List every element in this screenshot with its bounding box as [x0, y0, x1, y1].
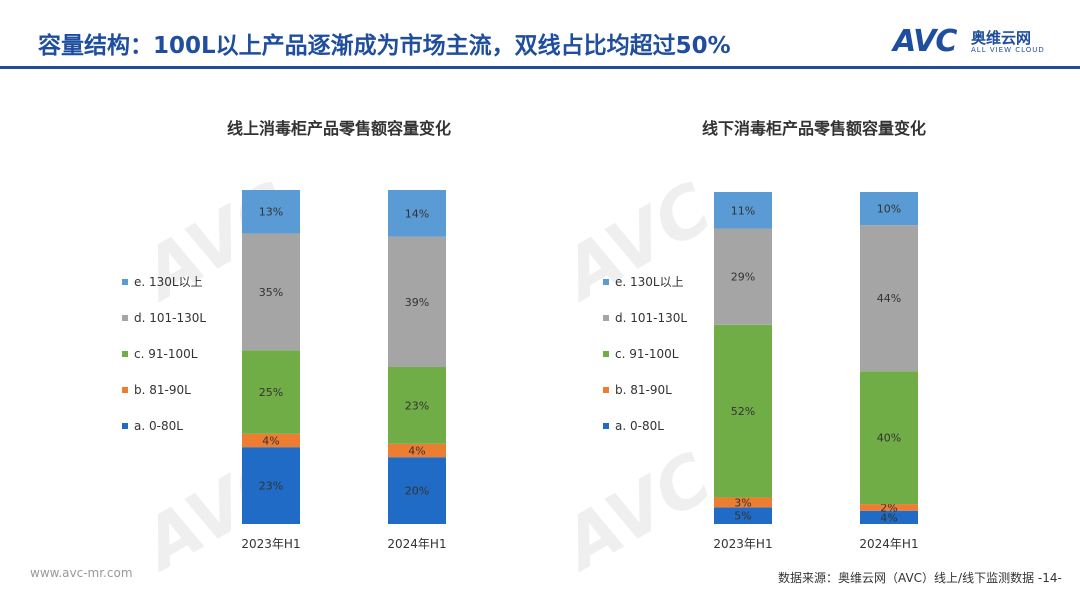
data-label: 13%	[259, 206, 283, 219]
data-label: 52%	[731, 405, 755, 418]
bar-segment-a	[860, 510, 918, 524]
legend-label: c. 91-100L	[134, 347, 198, 361]
bar-segment-d	[860, 225, 918, 372]
legend-label: b. 81-90L	[615, 383, 672, 397]
chart-title: 线上消毒柜产品零售额容量变化	[227, 119, 451, 138]
data-label: 4%	[408, 445, 425, 458]
bar-segment-e	[242, 190, 300, 234]
bar-segment-c	[860, 371, 918, 505]
page-title: 容量结构：100L以上产品逐渐成为市场主流，双线占比均超过50%	[38, 33, 731, 59]
bar-segment-b	[860, 504, 918, 511]
data-label: 5%	[734, 510, 751, 523]
data-label: 23%	[259, 480, 283, 493]
bar-segment-e	[714, 192, 772, 229]
legend-label: b. 81-90L	[134, 383, 191, 397]
legend-swatch	[122, 351, 128, 357]
legend-swatch	[603, 315, 609, 321]
legend-swatch	[603, 387, 609, 393]
bar-segment-d	[242, 233, 300, 351]
data-label: 20%	[405, 485, 429, 498]
x-tick-label: 2023年H1	[713, 537, 772, 551]
bar-segment-d	[388, 236, 446, 368]
chart-title: 线下消毒柜产品零售额容量变化	[702, 119, 926, 138]
online-chart-panel: 线上消毒柜产品零售额容量变化 23% 4% 25% 35% 13% 2023年H1 20% 4%…	[60, 100, 560, 560]
legend-swatch	[122, 387, 128, 393]
legend-swatch	[603, 279, 609, 285]
bar-segment-e	[860, 192, 918, 226]
bar-segment-a	[242, 447, 300, 524]
bar-segment-c	[242, 350, 300, 434]
page-number: -14-	[1037, 571, 1062, 585]
bar-segment-b	[714, 497, 772, 508]
bar-segment-a	[388, 457, 446, 524]
data-label: 10%	[877, 203, 901, 216]
data-label: 39%	[405, 296, 429, 309]
bar-segment-b	[388, 443, 446, 458]
header: 容量结构：100L以上产品逐渐成为市场主流，双线占比均超过50% AVC 奥维云…	[0, 0, 1080, 70]
legend-label: e. 130L以上	[615, 275, 684, 289]
x-tick-label: 2023年H1	[241, 537, 300, 551]
logo-en: ALL VIEW CLOUD	[971, 46, 1045, 54]
header-divider	[0, 66, 1080, 69]
data-label: 23%	[405, 399, 429, 412]
legend-swatch	[603, 351, 609, 357]
legend-swatch	[122, 315, 128, 321]
legend-label: e. 130L以上	[134, 275, 203, 289]
legend-label: d. 101-130L	[615, 311, 687, 325]
website-link[interactable]: www.avc-mr.com	[30, 566, 133, 580]
bar-segment-c	[714, 324, 772, 498]
bar-segment-b	[242, 433, 300, 448]
data-label: 29%	[731, 271, 755, 284]
legend-swatch	[122, 423, 128, 429]
legend-label: a. 0-80L	[615, 419, 664, 433]
data-label: 11%	[731, 204, 755, 217]
logo-cn: 奥维云网	[971, 29, 1032, 47]
bar-segment-a	[714, 507, 772, 524]
source-note: 数据来源：奥维云网（AVC）线上/线下监测数据 -14-	[778, 569, 1062, 586]
data-label: 2%	[880, 501, 897, 514]
source-text: 数据来源：奥维云网（AVC）线上/线下监测数据	[778, 571, 1035, 585]
bar-segment-d	[714, 228, 772, 325]
data-label: 4%	[880, 511, 897, 524]
data-label: 4%	[262, 435, 279, 448]
data-label: 25%	[259, 386, 283, 399]
offline-capacity-chart: 线下消毒柜产品零售额容量变化 5%3% 52% 29% 11% 2023年H1 4%2% 40…	[603, 119, 926, 551]
legend-label: a. 0-80L	[134, 419, 183, 433]
bar-segment-e	[388, 190, 446, 237]
data-label: 40%	[877, 432, 901, 445]
legend-label: c. 91-100L	[615, 347, 679, 361]
x-tick-label: 2024年H1	[859, 537, 918, 551]
x-tick-label: 2024年H1	[387, 537, 446, 551]
data-label: 35%	[259, 286, 283, 299]
online-capacity-chart: 线上消毒柜产品零售额容量变化 23% 4% 25% 35% 13% 2023年H1 20% 4%…	[122, 119, 451, 551]
logo-text: AVC	[893, 24, 957, 59]
offline-chart-panel: 线下消毒柜产品零售额容量变化 5% 3% 52% 29% 11% 2023年H1 4% 2% 40…	[555, 100, 1055, 560]
legend-swatch	[603, 423, 609, 429]
legend-swatch	[122, 279, 128, 285]
data-label: 44%	[877, 292, 901, 305]
data-label: 3%	[734, 496, 751, 509]
data-label: 14%	[405, 207, 429, 220]
avc-logo: AVC 奥维云网 ALL VIEW CLOUD	[893, 22, 1058, 62]
legend-label: d. 101-130L	[134, 311, 206, 325]
bar-segment-c	[388, 367, 446, 444]
